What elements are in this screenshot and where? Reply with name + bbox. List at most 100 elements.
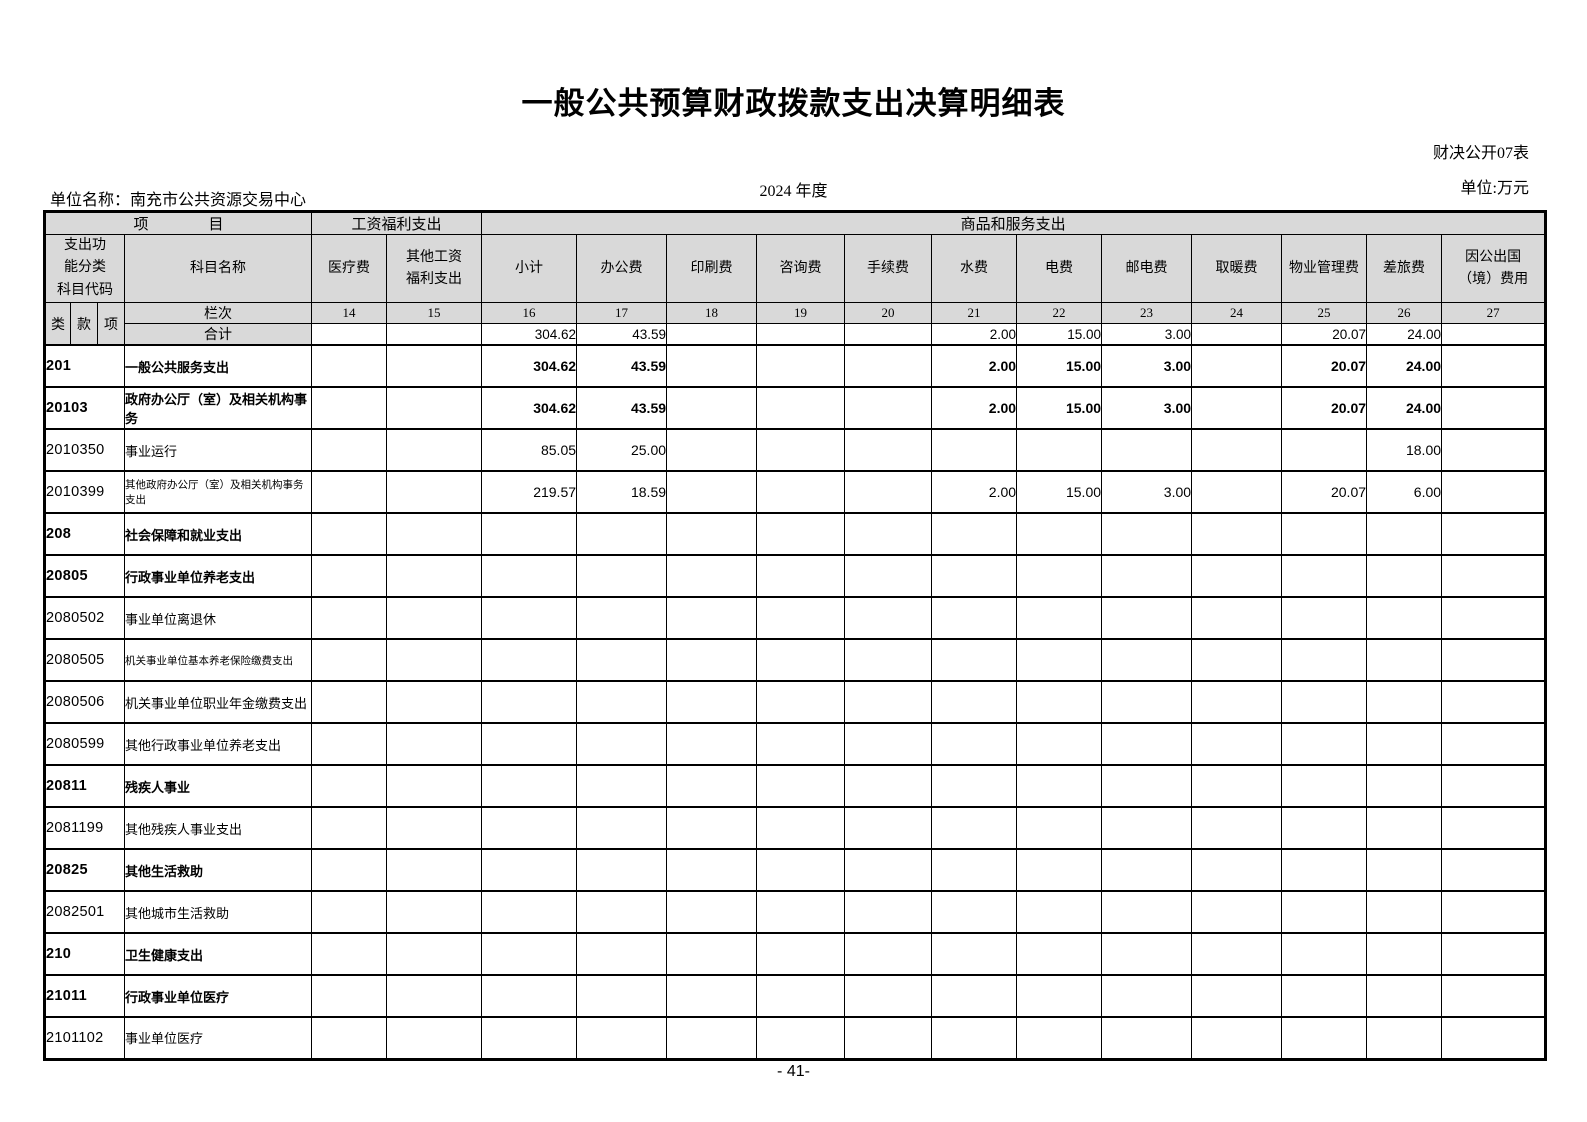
value-cell (481, 1016, 578, 1060)
table-row: 20103 政府办公厅（室）及相关机构事务 304.62 43.59 2.00 15.00… (44, 386, 1547, 430)
value-cell (1016, 722, 1103, 766)
table-column-header-row: 支出功 能分类 科目代码 科目名称 医疗费 其他工资 福利支出 小计 办公费 印刷费 咨询… (44, 233, 1547, 304)
value-cell (844, 932, 933, 976)
subject-code: 21011 (44, 974, 125, 1018)
column-header-27: 因公出国 （境）费用 (1441, 233, 1547, 304)
value-cell (666, 722, 758, 766)
subject-code: 2081199 (44, 806, 125, 850)
column-header-19: 咨询费 (756, 233, 846, 304)
value-cell (844, 848, 933, 892)
total-value-cell: 15.00 (1016, 323, 1103, 346)
value-cell (1191, 974, 1283, 1018)
value-cell (386, 1016, 483, 1060)
value-cell (1366, 890, 1443, 934)
subject-name: 其他政府办公厅（室）及相关机构事务支出 (123, 470, 313, 514)
subject-code: 201 (44, 344, 125, 388)
subject-code: 2082501 (44, 890, 125, 934)
value-cell (1441, 848, 1547, 892)
value-cell (756, 1016, 846, 1060)
value-cell (481, 932, 578, 976)
value-cell (844, 512, 933, 556)
table-group-header-row: 项 目 工资福利支出 商品和服务支出 (43, 211, 1547, 235)
value-cell: 304.62 (481, 344, 578, 388)
column-number: 18 (666, 302, 758, 325)
value-cell (311, 848, 388, 892)
subject-code: 210 (44, 932, 125, 976)
table-total-row: 合计 304.62 43.59 2.00 15.00 3.00 20.07 24.00 (45, 323, 1547, 346)
value-cell (1101, 596, 1193, 640)
value-cell (1101, 932, 1193, 976)
value-cell (666, 512, 758, 556)
value-cell (576, 848, 668, 892)
unit-name-label: 单位名称：南充市公共资源交易中心 (50, 192, 307, 209)
column-header-14: 医疗费 (311, 233, 388, 304)
subject-name: 其他城市生活救助 (123, 890, 313, 934)
value-cell (666, 932, 758, 976)
value-cell (386, 386, 483, 430)
value-cell (1101, 638, 1193, 682)
value-cell (576, 890, 668, 934)
value-cell (844, 638, 933, 682)
value-cell (1191, 554, 1283, 598)
subject-code: 20811 (44, 764, 125, 808)
value-cell (386, 428, 483, 472)
value-cell (1016, 1016, 1103, 1060)
value-cell (1441, 722, 1547, 766)
value-cell (576, 1016, 668, 1060)
value-cell (1016, 848, 1103, 892)
value-cell (1191, 932, 1283, 976)
value-cell (576, 974, 668, 1018)
value-cell (481, 554, 578, 598)
value-cell (1016, 512, 1103, 556)
value-cell (666, 638, 758, 682)
column-header-25: 物业管理费 (1281, 233, 1368, 304)
value-cell: 25.00 (576, 428, 668, 472)
value-cell (1441, 806, 1547, 850)
value-cell (756, 596, 846, 640)
value-cell (1016, 680, 1103, 724)
total-value-cell: 20.07 (1281, 323, 1368, 346)
subject-name: 残疾人事业 (123, 764, 313, 808)
value-cell (1191, 848, 1283, 892)
value-cell: 2.00 (931, 386, 1018, 430)
value-cell (386, 806, 483, 850)
value-cell (666, 806, 758, 850)
value-cell (1101, 554, 1193, 598)
value-cell (756, 638, 846, 682)
value-cell: 15.00 (1016, 470, 1103, 514)
subject-code: 2080502 (44, 596, 125, 640)
value-cell (576, 722, 668, 766)
value-cell (844, 386, 933, 430)
column-header-23: 邮电费 (1101, 233, 1193, 304)
value-cell (1281, 638, 1368, 682)
value-cell (844, 596, 933, 640)
value-cell (1441, 764, 1547, 808)
table-row: 2082501 其他城市生活救助 (44, 890, 1547, 934)
subject-name: 一般公共服务支出 (123, 344, 313, 388)
value-cell (1441, 596, 1547, 640)
value-cell (1101, 680, 1193, 724)
value-cell (1441, 344, 1547, 388)
table-row: 2080599 其他行政事业单位养老支出 (44, 722, 1547, 766)
value-cell (311, 596, 388, 640)
value-cell (386, 596, 483, 640)
value-cell (756, 890, 846, 934)
value-cell (1191, 806, 1283, 850)
value-cell (1016, 764, 1103, 808)
column-number: 22 (1016, 302, 1103, 325)
value-cell (844, 806, 933, 850)
value-cell (311, 890, 388, 934)
column-header-section: 款 (70, 302, 98, 346)
subject-name: 其他生活救助 (123, 848, 313, 892)
column-number: 27 (1441, 302, 1547, 325)
value-cell (756, 344, 846, 388)
value-cell (481, 722, 578, 766)
value-cell (311, 554, 388, 598)
table-row: 20805 行政事业单位养老支出 (44, 554, 1547, 598)
total-value-cell: 304.62 (481, 323, 578, 346)
value-cell (576, 764, 668, 808)
subject-code: 2080599 (44, 722, 125, 766)
value-cell (1441, 932, 1547, 976)
value-cell (1016, 890, 1103, 934)
